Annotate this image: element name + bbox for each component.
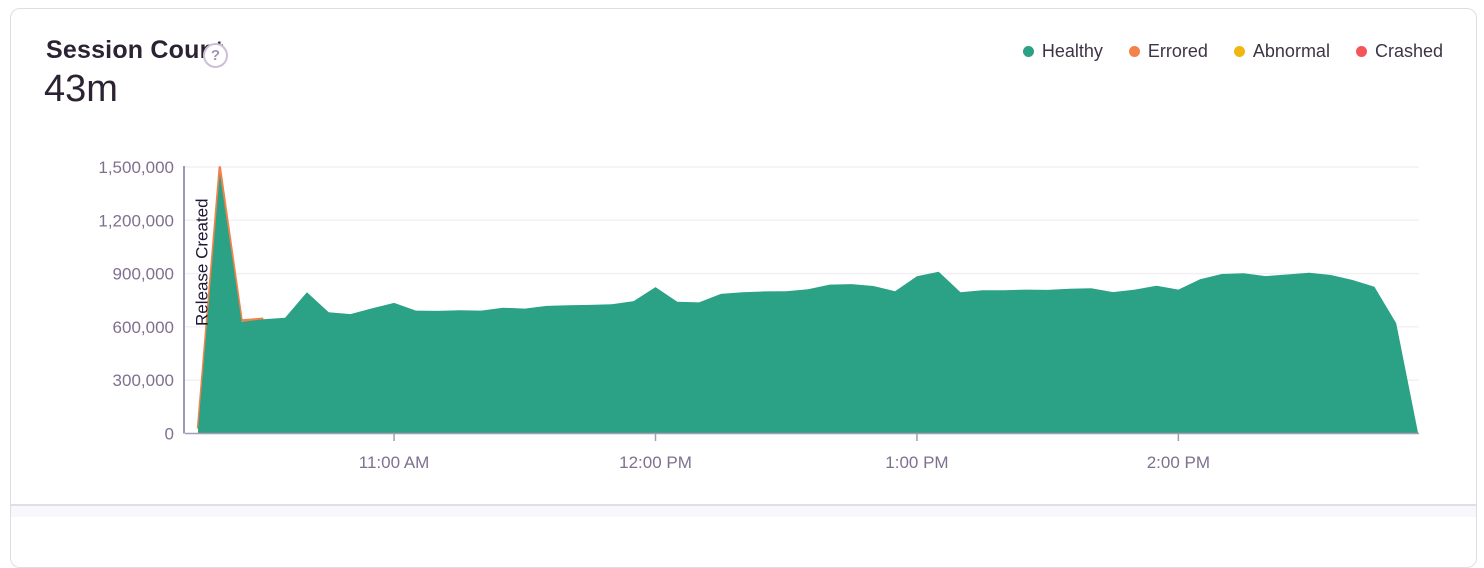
x-axis bbox=[185, 432, 1419, 441]
x-axis-labels: 11:00 AM 12:00 PM 1:00 PM 2:00 PM bbox=[359, 453, 1210, 472]
chart-legend: Healthy Errored Abnormal Crashed bbox=[1022, 41, 1443, 62]
svg-text:600,000: 600,000 bbox=[113, 318, 174, 337]
abnormal-dot-icon bbox=[1233, 46, 1245, 57]
release-created-label: Release Created bbox=[193, 198, 212, 326]
card-footer-divider bbox=[11, 504, 1476, 506]
legend-label: Crashed bbox=[1374, 41, 1443, 61]
svg-text:12:00 PM: 12:00 PM bbox=[619, 453, 692, 472]
legend-item-crashed[interactable]: Crashed bbox=[1355, 41, 1443, 62]
svg-text:1,500,000: 1,500,000 bbox=[98, 158, 174, 177]
svg-text:900,000: 900,000 bbox=[113, 265, 174, 284]
card-title: Session Count bbox=[46, 36, 224, 64]
total-session-count: 43m bbox=[44, 68, 118, 110]
crashed-dot-icon bbox=[1355, 46, 1367, 57]
healthy-dot-icon bbox=[1022, 46, 1034, 57]
legend-label: Errored bbox=[1147, 41, 1208, 61]
errored-dot-icon bbox=[1128, 46, 1140, 57]
svg-text:11:00 AM: 11:00 AM bbox=[359, 453, 430, 472]
legend-label: Healthy bbox=[1041, 41, 1103, 61]
svg-text:2:00 PM: 2:00 PM bbox=[1147, 453, 1210, 472]
healthy-area-series[interactable] bbox=[198, 173, 1418, 434]
help-icon[interactable]: ? bbox=[203, 43, 228, 68]
question-mark-glyph: ? bbox=[210, 47, 221, 64]
svg-text:0: 0 bbox=[165, 425, 174, 444]
errored-series-line bbox=[196, 166, 264, 429]
card-footer bbox=[11, 505, 1476, 517]
legend-item-abnormal[interactable]: Abnormal bbox=[1233, 41, 1330, 62]
svg-text:300,000: 300,000 bbox=[113, 371, 174, 390]
legend-item-errored[interactable]: Errored bbox=[1128, 41, 1208, 62]
session-count-chart[interactable]: 0 300,000 600,000 900,000 1,200,000 1,500,000… bbox=[0, 0, 1484, 516]
legend-item-healthy[interactable]: Healthy bbox=[1022, 41, 1103, 62]
legend-label: Abnormal bbox=[1252, 41, 1330, 61]
svg-text:1:00 PM: 1:00 PM bbox=[885, 453, 948, 472]
svg-text:1,200,000: 1,200,000 bbox=[98, 211, 174, 230]
y-axis-labels: 0 300,000 600,000 900,000 1,200,000 1,500,000 bbox=[98, 158, 174, 444]
